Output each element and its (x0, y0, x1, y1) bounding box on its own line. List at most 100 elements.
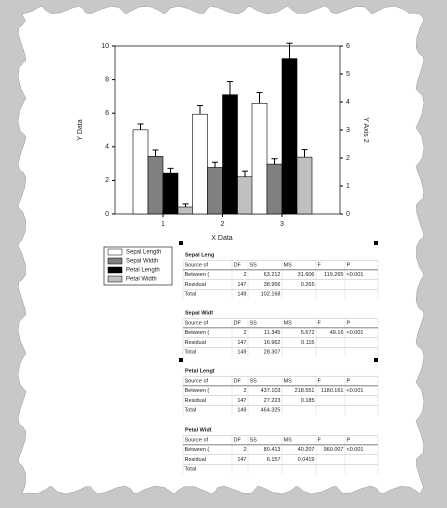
paper (17, 5, 425, 495)
bar (237, 176, 253, 215)
table-cell: P (347, 437, 351, 443)
table-cell: 218.551 (295, 388, 315, 394)
bar (222, 94, 238, 215)
x-tick-label: 1 (161, 221, 165, 228)
table-cell: 102.168 (261, 292, 281, 298)
table-cell: F (318, 320, 322, 326)
table-cell: Total (185, 350, 197, 356)
table-cell: SS (250, 320, 258, 326)
table-cell: Total (185, 292, 197, 298)
table-cell: Total (185, 467, 197, 473)
table-cell: DF (234, 320, 242, 326)
table-cell: 2 (243, 447, 246, 453)
table-cell: 38.956 (264, 282, 281, 288)
table-cell: 464.325 (261, 408, 281, 414)
y2-tick-label: 3 (346, 127, 350, 134)
table-cell: 2 (243, 388, 246, 394)
table-cell: Residual (185, 340, 206, 346)
x-tick-label: 2 (221, 221, 225, 228)
table-cell: 149 (237, 292, 246, 298)
table-cell: SS (250, 378, 258, 384)
table-cell: Residual (185, 282, 206, 288)
bar (207, 167, 223, 215)
table-cell: 0.115 (301, 340, 314, 346)
legend-label: Petal Width (126, 277, 157, 283)
legend-label: Sepal Width (126, 259, 158, 265)
table-cell: 27.223 (264, 398, 281, 404)
y-tick-label: 6 (105, 110, 109, 117)
table-title: Petal Widt (185, 427, 212, 433)
bar (147, 156, 164, 215)
legend-label: Sepal Length (126, 250, 161, 256)
table-cell: F (318, 437, 322, 443)
table-cell: Between ( (185, 388, 210, 394)
table-cell: F (318, 378, 322, 384)
table-cell: 0.0419 (298, 457, 315, 463)
table-cell: <0.001 (347, 447, 364, 453)
table-cell: 28.307 (264, 350, 281, 356)
table-cell: SS (250, 262, 258, 268)
y-tick-label: 0 (105, 211, 109, 218)
table-title: Sepal Leng (185, 252, 214, 258)
bar (162, 172, 179, 215)
table-cell: 0.185 (301, 398, 315, 404)
legend-swatch (107, 257, 123, 265)
table-cell: 49.16 (330, 330, 344, 336)
table-cell: 11.345 (264, 330, 280, 336)
y-tick-label: 10 (101, 43, 109, 50)
table-cell: P (347, 378, 351, 384)
bar (132, 129, 149, 215)
table-title: Sepal Widt (185, 310, 213, 316)
table-cell: F (318, 262, 322, 268)
table-cell: MS (284, 320, 293, 326)
table-cell: Source of (185, 262, 209, 268)
table-cell: Total (185, 408, 197, 414)
table-cell: MS (284, 437, 293, 443)
table-cell: Between ( (185, 272, 210, 278)
tables: Sepal Leng Source of DF SS MS F P Between ( 2 63.… (182, 252, 379, 474)
table-cell: P (347, 320, 351, 326)
table-cell: 2 (243, 272, 246, 278)
table-cell: Residual (185, 457, 206, 463)
table-cell: 5.672 (301, 330, 315, 336)
bar (266, 163, 283, 215)
y-tick-label: 4 (105, 144, 109, 151)
table-cell: 149 (237, 408, 246, 414)
table-cell: 147 (237, 398, 246, 404)
y-tick-label: 2 (105, 177, 109, 184)
y2-tick-label: 4 (346, 99, 350, 106)
y2-tick-label: 1 (346, 183, 350, 190)
table-cell: SS (250, 437, 258, 443)
x-tick-label: 3 (280, 221, 284, 228)
table-cell: 63.212 (264, 272, 281, 278)
table-cell: 119.265 (324, 272, 343, 278)
y2-tick-label: 2 (346, 155, 350, 162)
chart: 0 2 4 6 8 10 0 1 2 3 4 5 6 X Data Y Data Y Axis 2 1 2 3 Sep… (77, 42, 369, 286)
legend-swatch (107, 248, 123, 256)
table-cell: <0.001 (347, 388, 364, 394)
table-cell: DF (234, 262, 242, 268)
table-cell: 1180.161 (321, 388, 344, 394)
table-cell: 437.103 (261, 388, 281, 394)
bar (192, 113, 208, 215)
table-cell: 147 (237, 340, 246, 346)
table-cell: 2 (243, 330, 246, 336)
table-cell: 147 (237, 282, 246, 288)
bar (177, 206, 194, 215)
bar (251, 102, 268, 215)
legend-label: Petal Length (126, 268, 160, 274)
table-cell: 31.606 (298, 272, 315, 278)
y2-axis-label: Y Axis 2 (362, 117, 369, 142)
table-cell: 80.413 (264, 447, 281, 453)
table-cell: 6.157 (267, 457, 281, 463)
x-axis-label: X Data (211, 235, 233, 242)
table-cell: 147 (237, 457, 246, 463)
table-cell: DF (234, 378, 242, 384)
table-title: Petal Lengt (185, 368, 215, 374)
table-cell: 40.207 (298, 447, 315, 453)
table-cell: 149 (237, 350, 246, 356)
y2-tick-label: 0 (346, 211, 350, 218)
y2-tick-label: 6 (346, 43, 350, 50)
bar (296, 156, 313, 215)
